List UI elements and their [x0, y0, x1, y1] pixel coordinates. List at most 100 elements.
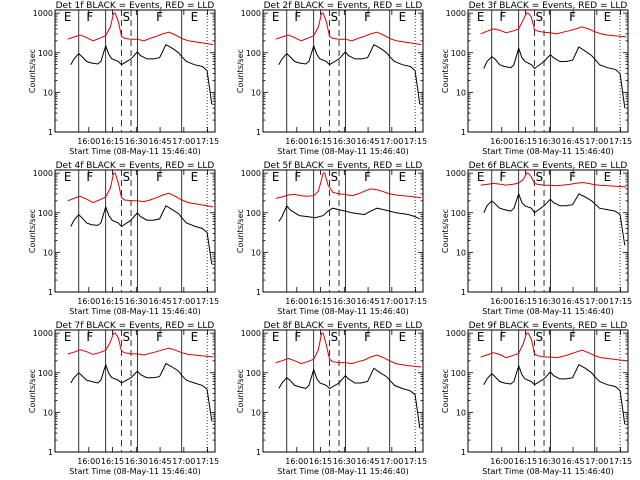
x-tick-label: 16:00: [77, 297, 100, 306]
segment-letter: E: [272, 10, 280, 24]
y-axis-label: Counts/sec: [236, 209, 245, 253]
panel-title: Det 3f BLACK = Events, RED = LLD: [469, 1, 628, 11]
x-axis-label: Start Time (08-May-11 15:46:40): [69, 307, 200, 316]
segment-letter: E: [477, 170, 485, 184]
y-tick-label: 100: [38, 369, 53, 378]
y-tick-label: 100: [451, 49, 466, 58]
x-tick-label: 16:15: [309, 137, 332, 146]
y-axis-label: Counts/sec: [28, 369, 37, 413]
y-tick-label: 1000: [446, 169, 466, 178]
y-tick-label: 100: [451, 369, 466, 378]
lld-series-line: [480, 332, 627, 362]
plot-frame: [467, 329, 629, 453]
panel-title: Det 9f BLACK = Events, RED = LLD: [469, 321, 628, 331]
y-tick-label: 10: [43, 408, 53, 417]
plot-frame: [467, 9, 629, 133]
x-tick-label: 17:00: [172, 457, 195, 466]
y-tick-label: 100: [246, 49, 261, 58]
events-series-line: [278, 367, 421, 429]
x-tick-label: 16:30: [538, 457, 561, 466]
x-tick-label: 16:45: [149, 457, 172, 466]
detector-panel: Det 1f BLACK = Events, RED = LLD 1 10 100 10…: [28, 1, 219, 156]
x-tick-label: 16:30: [333, 457, 356, 466]
x-tick-label: 16:45: [357, 137, 380, 146]
x-tick-label: 17:15: [609, 457, 632, 466]
x-tick-label: 16:30: [333, 297, 356, 306]
segment-letter: F: [86, 10, 93, 24]
panel-title: Det 8f BLACK = Events, RED = LLD: [264, 321, 423, 331]
y-tick-label: 10: [251, 248, 261, 257]
events-series-line: [70, 44, 213, 105]
segment-letter: F: [294, 170, 301, 184]
segment-letter: E: [477, 10, 485, 24]
x-tick-label: 17:15: [404, 457, 427, 466]
segment-letter: S: [535, 10, 543, 24]
x-tick-label: 16:00: [285, 137, 308, 146]
x-tick-label: 16:45: [357, 297, 380, 306]
segment-letter: E: [64, 330, 72, 344]
events-series-line: [70, 362, 213, 422]
y-tick-label: 1000: [33, 9, 53, 18]
segment-letter: E: [604, 330, 612, 344]
y-tick-label: 10: [43, 248, 53, 257]
plot-frame: [262, 329, 424, 453]
lld-series-line: [275, 12, 422, 46]
x-tick-label: 16:00: [285, 297, 308, 306]
segment-letter: E: [191, 10, 199, 24]
lld-series-line: [67, 332, 214, 358]
plot-frame: [54, 329, 216, 453]
x-tick-label: 16:15: [309, 457, 332, 466]
plot-frame: [54, 169, 216, 293]
segment-letter: F: [86, 330, 93, 344]
x-tick-label: 16:30: [333, 137, 356, 146]
x-axis-label: Start Time (08-May-11 15:46:40): [482, 307, 613, 316]
x-tick-label: 17:00: [585, 457, 608, 466]
x-tick-label: 16:30: [538, 137, 561, 146]
y-tick-label: 100: [246, 369, 261, 378]
x-tick-label: 16:00: [77, 457, 100, 466]
x-axis-label: Start Time (08-May-11 15:46:40): [277, 147, 408, 156]
x-axis-label: Start Time (08-May-11 15:46:40): [482, 147, 613, 156]
segment-letter: S: [330, 10, 338, 24]
detector-panel: Det 7f BLACK = Events, RED = LLD 1 10 100 10…: [28, 321, 219, 476]
y-tick-label: 1000: [33, 169, 53, 178]
x-tick-label: 16:15: [514, 297, 537, 306]
segment-letter: F: [569, 330, 576, 344]
x-tick-label: 16:45: [562, 297, 585, 306]
y-tick-label: 10: [251, 88, 261, 97]
x-tick-label: 16:00: [285, 457, 308, 466]
detector-panel: Det 3f BLACK = Events, RED = LLD 1 10 100 10…: [441, 1, 632, 156]
x-axis-label: Start Time (08-May-11 15:46:40): [482, 467, 613, 476]
panel-title: Det 6f BLACK = Events, RED = LLD: [469, 161, 628, 171]
events-series-line: [483, 46, 626, 109]
y-tick-label: 100: [451, 209, 466, 218]
y-tick-label: 10: [251, 408, 261, 417]
x-axis-label: Start Time (08-May-11 15:46:40): [277, 307, 408, 316]
y-tick-label: 100: [38, 49, 53, 58]
events-series-line: [278, 204, 421, 222]
segment-letter: E: [272, 330, 280, 344]
segment-letter: E: [477, 330, 485, 344]
x-tick-label: 17:00: [380, 137, 403, 146]
segment-letter: F: [499, 10, 506, 24]
y-tick-label: 100: [38, 209, 53, 218]
segment-letter: S: [535, 170, 543, 184]
panel-title: Det 4f BLACK = Events, RED = LLD: [56, 161, 215, 171]
segment-letter: F: [364, 330, 371, 344]
panel-title: Det 7f BLACK = Events, RED = LLD: [56, 321, 215, 331]
y-tick-label: 1: [48, 288, 53, 297]
segment-letter: E: [64, 170, 72, 184]
y-tick-label: 1: [256, 288, 261, 297]
x-tick-label: 17:00: [172, 297, 195, 306]
segment-letter: E: [272, 170, 280, 184]
x-tick-label: 17:00: [585, 137, 608, 146]
y-axis-label: Counts/sec: [236, 49, 245, 93]
x-tick-label: 17:00: [380, 297, 403, 306]
segment-letter: F: [156, 170, 163, 184]
x-tick-label: 17:15: [609, 137, 632, 146]
y-tick-label: 1: [461, 128, 466, 137]
x-tick-label: 16:00: [77, 137, 100, 146]
lld-series-line: [275, 332, 422, 368]
plot-frame: [262, 169, 424, 293]
segment-letter: F: [569, 10, 576, 24]
